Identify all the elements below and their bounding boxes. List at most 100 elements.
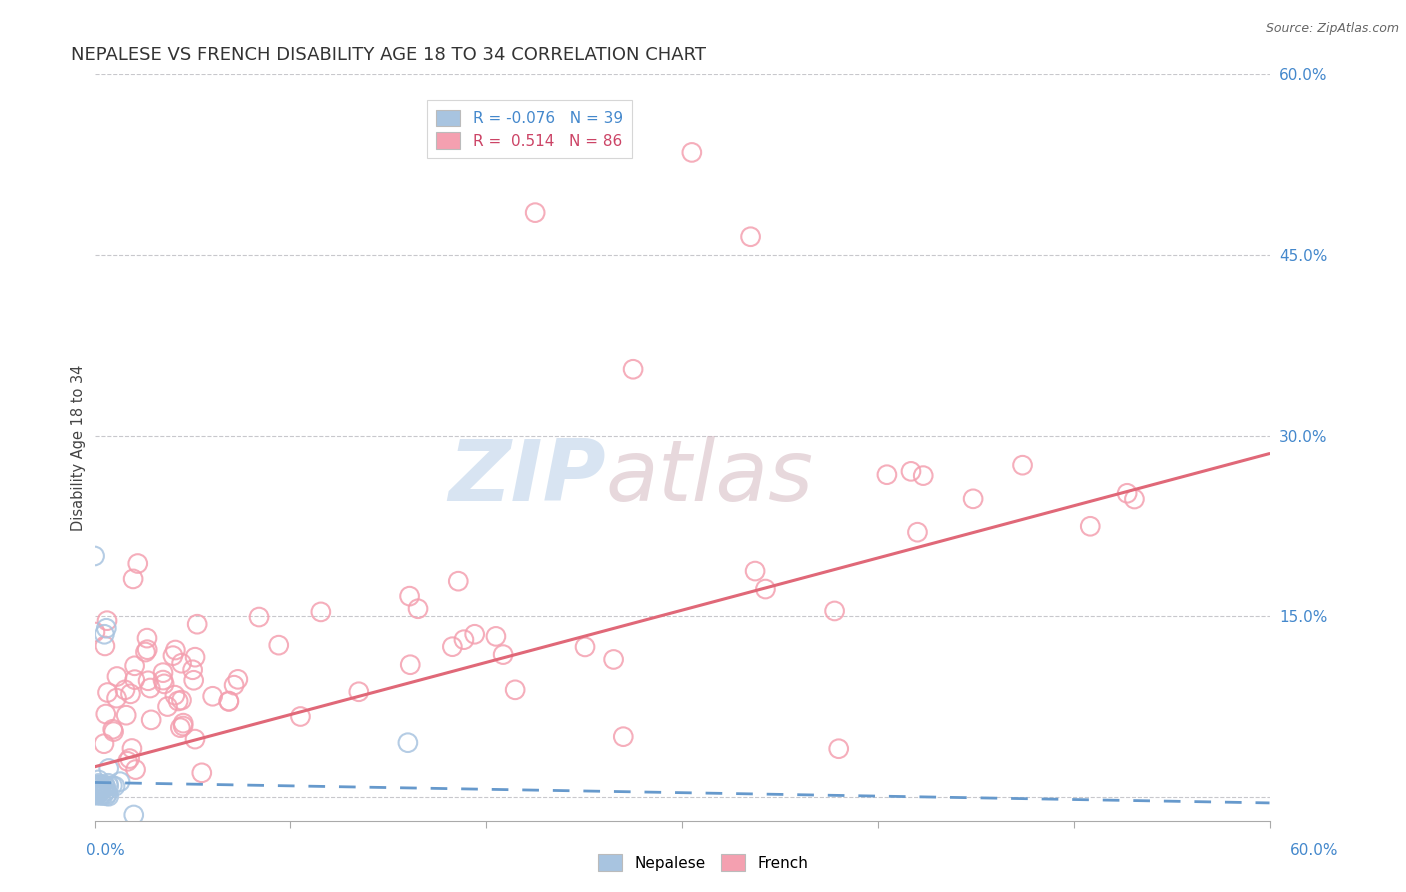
- Text: NEPALESE VS FRENCH DISABILITY AGE 18 TO 34 CORRELATION CHART: NEPALESE VS FRENCH DISABILITY AGE 18 TO …: [72, 46, 706, 64]
- Point: [1123, 491, 1146, 506]
- Point: [170, 657, 193, 671]
- Text: 0.0%: 0.0%: [86, 843, 125, 857]
- Point: [90, 789, 112, 803]
- Point: [96, 621, 118, 635]
- Point: [602, 652, 624, 666]
- Point: [96, 784, 118, 798]
- Point: [267, 638, 290, 652]
- Point: [492, 648, 515, 662]
- Text: atlas: atlas: [606, 436, 814, 519]
- Point: [104, 779, 127, 793]
- Point: [621, 362, 644, 376]
- Point: [114, 682, 136, 697]
- Point: [93, 737, 115, 751]
- Point: [96, 614, 118, 628]
- Point: [86, 778, 108, 792]
- Point: [485, 629, 508, 643]
- Point: [84, 789, 107, 803]
- Point: [163, 688, 186, 702]
- Point: [108, 774, 131, 789]
- Point: [101, 779, 124, 793]
- Point: [86, 788, 108, 802]
- Point: [309, 605, 332, 619]
- Point: [152, 665, 174, 680]
- Point: [86, 780, 108, 795]
- Point: [247, 610, 270, 624]
- Point: [89, 784, 111, 798]
- Point: [105, 691, 128, 706]
- Text: 60.0%: 60.0%: [1291, 843, 1339, 857]
- Point: [94, 785, 117, 799]
- Point: [94, 780, 117, 794]
- Point: [201, 690, 224, 704]
- Point: [93, 627, 115, 641]
- Point: [169, 721, 191, 735]
- Point: [103, 724, 125, 739]
- Point: [453, 632, 475, 647]
- Point: [136, 642, 159, 657]
- Point: [97, 779, 120, 793]
- Point: [156, 699, 179, 714]
- Point: [218, 694, 240, 708]
- Point: [165, 643, 187, 657]
- Point: [744, 564, 766, 578]
- Point: [503, 682, 526, 697]
- Point: [153, 677, 176, 691]
- Point: [136, 673, 159, 688]
- Point: [87, 776, 110, 790]
- Legend: R = -0.076   N = 39, R =  0.514   N = 86: R = -0.076 N = 39, R = 0.514 N = 86: [427, 101, 631, 158]
- Point: [184, 650, 207, 665]
- Point: [962, 491, 984, 506]
- Point: [115, 708, 138, 723]
- Point: [90, 778, 112, 792]
- Point: [167, 694, 190, 708]
- Point: [824, 604, 846, 618]
- Text: ZIP: ZIP: [449, 436, 606, 519]
- Point: [290, 709, 312, 723]
- Point: [222, 678, 245, 692]
- Point: [118, 751, 141, 765]
- Point: [121, 741, 143, 756]
- Point: [127, 557, 149, 571]
- Point: [86, 779, 108, 793]
- Point: [152, 673, 174, 687]
- Point: [170, 693, 193, 707]
- Point: [124, 658, 146, 673]
- Point: [184, 732, 207, 747]
- Point: [94, 639, 117, 653]
- Point: [117, 755, 139, 769]
- Point: [1116, 486, 1139, 500]
- Point: [134, 645, 156, 659]
- Point: [1078, 519, 1101, 533]
- Point: [136, 631, 159, 645]
- Point: [96, 789, 118, 803]
- Legend: Nepalese, French: Nepalese, French: [592, 848, 814, 877]
- Point: [191, 765, 214, 780]
- Point: [90, 780, 112, 794]
- Point: [90, 782, 112, 797]
- Point: [97, 787, 120, 801]
- Point: [87, 782, 110, 797]
- Point: [162, 648, 184, 663]
- Point: [94, 780, 117, 794]
- Point: [91, 781, 114, 796]
- Point: [406, 601, 429, 615]
- Point: [83, 549, 105, 563]
- Point: [183, 673, 205, 688]
- Point: [91, 789, 114, 803]
- Point: [89, 784, 111, 798]
- Point: [1011, 458, 1033, 473]
- Point: [141, 713, 163, 727]
- Point: [124, 673, 146, 687]
- Point: [172, 716, 194, 731]
- Point: [398, 589, 420, 603]
- Point: [740, 229, 762, 244]
- Point: [912, 468, 935, 483]
- Point: [122, 808, 145, 822]
- Point: [97, 789, 120, 804]
- Point: [124, 763, 146, 777]
- Point: [900, 464, 922, 478]
- Point: [84, 787, 107, 801]
- Point: [186, 617, 208, 632]
- Point: [226, 673, 249, 687]
